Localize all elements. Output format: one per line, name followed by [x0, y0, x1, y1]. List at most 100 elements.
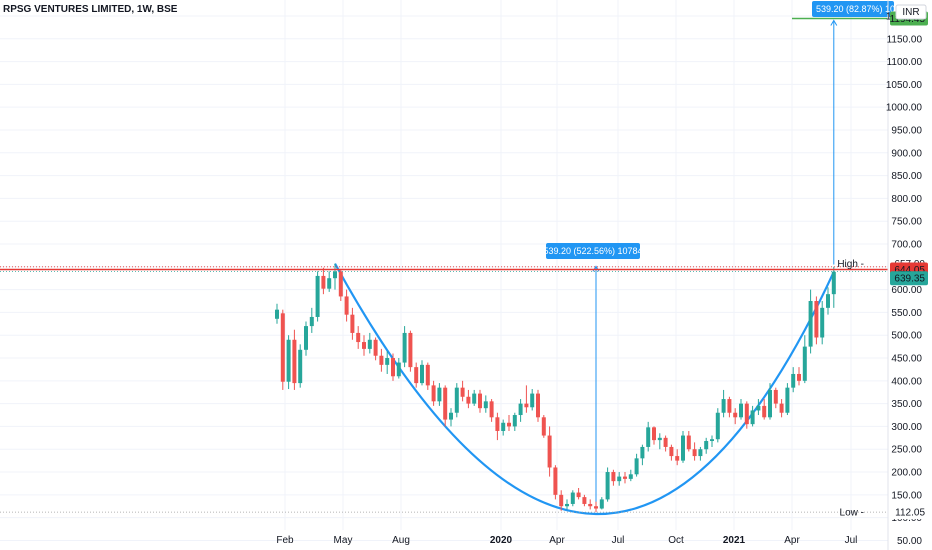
candle[interactable]	[785, 383, 790, 416]
currency-box[interactable]: INR	[895, 4, 927, 20]
candle[interactable]	[379, 348, 384, 372]
candle[interactable]	[425, 362, 430, 390]
candle[interactable]	[507, 415, 511, 431]
candle[interactable]	[773, 387, 778, 409]
candle[interactable]	[559, 490, 564, 511]
candle[interactable]	[466, 389, 471, 409]
candle[interactable]	[524, 385, 529, 413]
candle[interactable]	[553, 465, 558, 500]
candle[interactable]	[547, 426, 552, 477]
candle[interactable]	[704, 437, 709, 454]
candle[interactable]	[327, 271, 332, 292]
candle[interactable]	[599, 497, 604, 510]
candle[interactable]	[831, 266, 836, 308]
candle[interactable]	[489, 399, 494, 422]
candle[interactable]	[768, 383, 772, 420]
candle[interactable]	[576, 487, 581, 500]
candle[interactable]	[449, 408, 453, 427]
candle[interactable]	[402, 326, 407, 368]
candle[interactable]	[715, 408, 720, 443]
candle[interactable]	[797, 367, 801, 386]
candle[interactable]	[594, 501, 598, 513]
candle[interactable]	[478, 389, 482, 413]
candle[interactable]	[634, 453, 639, 477]
candle[interactable]	[286, 335, 291, 390]
candle[interactable]	[373, 337, 378, 361]
candle[interactable]	[808, 289, 813, 354]
candle[interactable]	[518, 399, 523, 422]
candle[interactable]	[588, 499, 593, 510]
candle[interactable]	[472, 389, 477, 406]
candle[interactable]	[315, 271, 320, 322]
candle[interactable]	[565, 499, 569, 510]
candle[interactable]	[582, 494, 587, 507]
candle[interactable]	[605, 467, 610, 502]
candle[interactable]	[460, 380, 465, 402]
candle[interactable]	[617, 472, 622, 486]
candle[interactable]	[710, 435, 714, 447]
candle[interactable]	[420, 360, 424, 386]
candle[interactable]	[640, 444, 645, 466]
candle[interactable]	[692, 442, 697, 461]
candle[interactable]	[292, 329, 297, 390]
candle[interactable]	[756, 399, 761, 416]
candle[interactable]	[820, 301, 825, 345]
candle[interactable]	[275, 303, 279, 324]
candle[interactable]	[443, 385, 448, 427]
candle[interactable]	[541, 415, 546, 438]
candle[interactable]	[408, 330, 413, 372]
candle[interactable]	[414, 362, 419, 388]
candle[interactable]	[652, 426, 656, 445]
candle[interactable]	[344, 289, 349, 322]
candle[interactable]	[721, 389, 726, 418]
candle[interactable]	[750, 405, 755, 427]
candle[interactable]	[611, 469, 616, 486]
candle[interactable]	[727, 396, 732, 418]
candle[interactable]	[333, 263, 337, 290]
candle[interactable]	[762, 399, 767, 420]
candle[interactable]	[530, 389, 535, 411]
candle[interactable]	[304, 321, 308, 356]
candle[interactable]	[338, 269, 343, 302]
candle[interactable]	[483, 395, 488, 413]
candle[interactable]	[802, 335, 807, 384]
candle[interactable]	[454, 383, 459, 418]
candle[interactable]	[779, 399, 784, 418]
candle[interactable]	[501, 419, 506, 436]
candle[interactable]	[681, 430, 685, 463]
candle[interactable]	[739, 399, 743, 420]
candle[interactable]	[744, 401, 749, 429]
candle[interactable]	[431, 380, 436, 406]
measure-label-2[interactable]: 539.20 (82.87%) 1078	[812, 1, 905, 17]
measure-label-1[interactable]: 539.20 (522.56%) 10784	[543, 243, 643, 259]
candle[interactable]	[675, 449, 680, 466]
candle[interactable]	[356, 326, 361, 349]
candle[interactable]	[309, 307, 314, 333]
candle[interactable]	[437, 383, 442, 406]
candle[interactable]	[686, 430, 691, 452]
candle[interactable]	[362, 335, 366, 356]
candle[interactable]	[646, 421, 651, 452]
candle[interactable]	[733, 408, 738, 425]
candle[interactable]	[791, 367, 796, 393]
candle[interactable]	[570, 490, 575, 507]
candle[interactable]	[698, 446, 703, 461]
candle[interactable]	[350, 307, 355, 340]
candle[interactable]	[628, 469, 633, 482]
candle[interactable]	[280, 309, 285, 390]
candle[interactable]	[669, 444, 674, 461]
candle[interactable]	[512, 412, 517, 431]
candle[interactable]	[536, 389, 540, 422]
candle[interactable]	[495, 412, 500, 441]
candle[interactable]	[663, 435, 668, 452]
candle[interactable]	[826, 287, 830, 315]
candle[interactable]	[298, 344, 303, 388]
candle[interactable]	[657, 433, 662, 450]
candle[interactable]	[814, 296, 819, 345]
candle[interactable]	[623, 472, 627, 484]
candle[interactable]	[321, 267, 326, 295]
candle[interactable]	[385, 351, 390, 374]
candle[interactable]	[367, 332, 372, 354]
candle[interactable]	[396, 358, 401, 379]
